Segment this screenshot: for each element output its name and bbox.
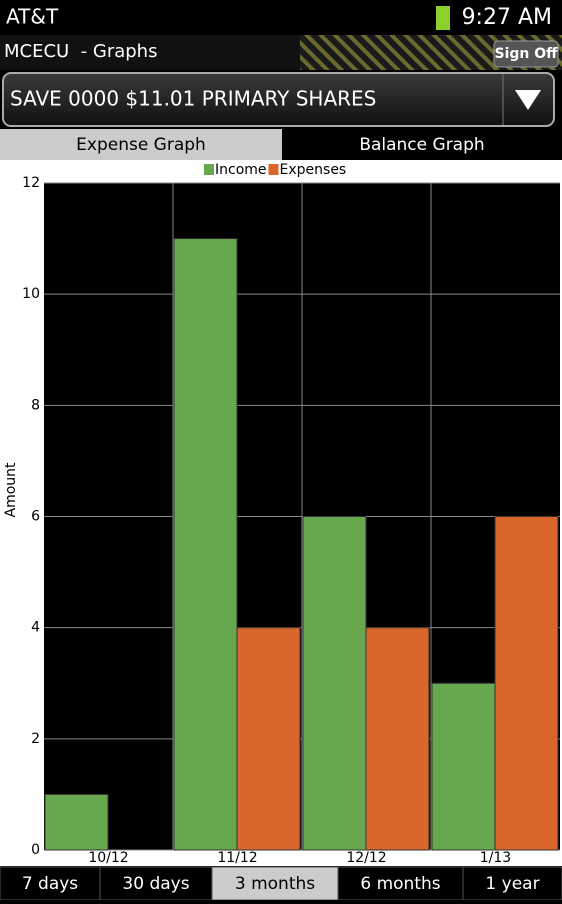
carrier: AT&T	[6, 5, 59, 29]
bar	[44, 793, 109, 851]
bar	[302, 516, 367, 851]
account-label[interactable]: SAVE 0000 $11.01 PRIMARY SHARES	[10, 87, 376, 111]
bar	[431, 682, 496, 851]
tab-selected[interactable]	[0, 129, 282, 160]
chart: 0 2 4 6 8 10 12 10/12 11/12 12/12 1/13 Income Expens…	[22, 162, 560, 866]
period-label[interactable]: 7 days	[22, 874, 78, 894]
period-tab[interactable]	[99, 866, 213, 901]
sign-off-button[interactable]	[493, 40, 559, 68]
y-axis-label: Amount	[3, 462, 19, 518]
legend-label: Expenses	[280, 162, 347, 178]
legend-swatch	[268, 164, 279, 175]
tab[interactable]	[282, 129, 562, 160]
bar	[173, 238, 238, 851]
period-label[interactable]: 30 days	[122, 874, 189, 894]
tab-label[interactable]: Expense Graph	[76, 135, 206, 155]
y-tick-label: 12	[22, 175, 40, 191]
y-tick-label: 6	[31, 509, 40, 525]
legend-label: Income	[215, 162, 267, 178]
x-tick-label: 1/13	[480, 850, 511, 866]
y-tick-label: 2	[31, 731, 40, 747]
period-tab[interactable]	[211, 866, 339, 901]
tab-label[interactable]: Balance Graph	[359, 135, 484, 155]
legend-swatch	[204, 164, 214, 175]
bar	[236, 627, 301, 851]
x-tick-label: 11/12	[217, 850, 257, 866]
period-label[interactable]: 6 months	[360, 874, 440, 894]
dropdown-arrow[interactable]	[515, 90, 541, 110]
bar	[494, 516, 559, 851]
y-tick-label: 4	[31, 620, 40, 636]
status-bar	[0, 0, 562, 35]
period-tab[interactable]	[337, 866, 464, 901]
period-label[interactable]: 3 months	[235, 874, 315, 894]
y-tick-label: 8	[31, 397, 40, 413]
header-title: MCECU - Graphs	[4, 41, 157, 62]
x-tick-label: 10/12	[88, 850, 128, 866]
battery-icon	[436, 6, 450, 30]
x-tick-label: 12/12	[346, 850, 386, 866]
period-bar: 7 days 30 days 3 months 6 months 1 year	[0, 866, 562, 901]
clock: 9:27 AM	[462, 5, 552, 30]
y-tick-label: 0	[31, 842, 40, 858]
account-dropdown[interactable]	[2, 72, 555, 127]
y-tick-label: 10	[22, 286, 40, 302]
sign-off-label[interactable]: Sign Off	[495, 46, 559, 62]
period-tab[interactable]	[462, 866, 562, 901]
bar	[365, 627, 430, 851]
period-label[interactable]: 1 year	[485, 874, 539, 894]
